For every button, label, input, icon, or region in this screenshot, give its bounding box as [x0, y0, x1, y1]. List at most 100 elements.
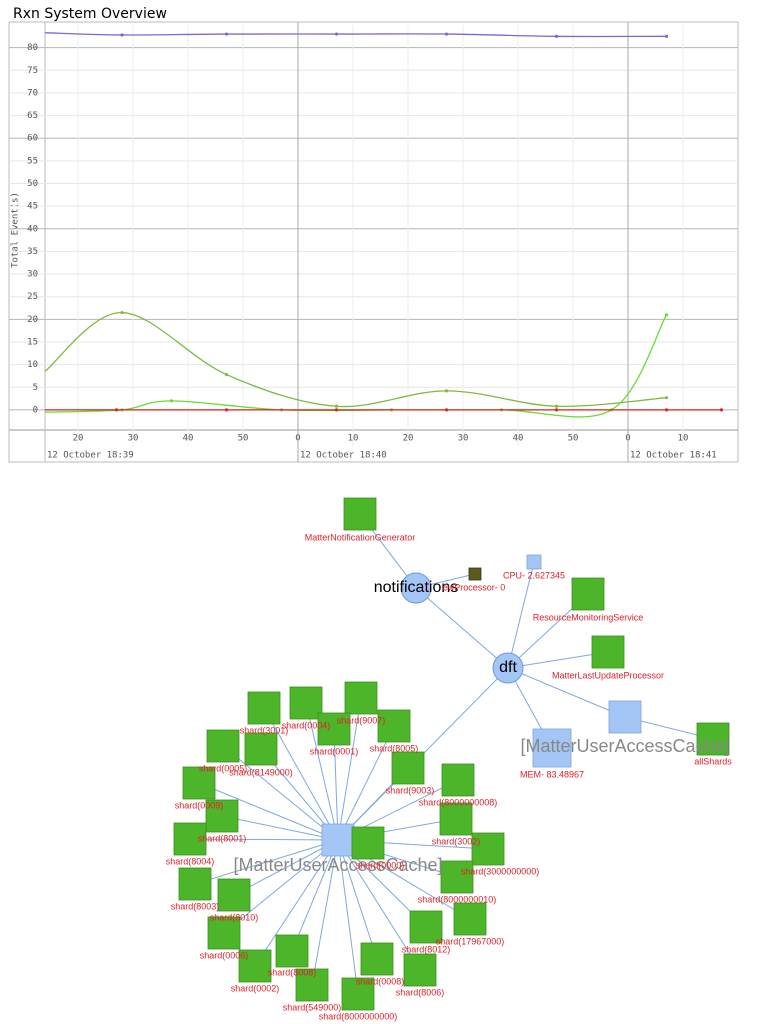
- data-point: [664, 313, 669, 317]
- node-label: shard(8000000000): [319, 1011, 398, 1021]
- y-tick-label: 70: [27, 88, 38, 98]
- data-point: [224, 408, 229, 412]
- node-label: shard(3000000000): [461, 866, 540, 876]
- y-tick-label: 5: [33, 383, 38, 393]
- node-label: shard(3002): [432, 836, 481, 846]
- graph-hub: [492, 652, 524, 684]
- graph-node: [344, 681, 378, 715]
- node-label: MatterLastUpdateProcessor: [552, 670, 664, 680]
- graph-node: [696, 722, 730, 756]
- graph-edge: [198, 782, 339, 841]
- node-label: shard(0004): [282, 720, 331, 730]
- node-label: shard(8003): [171, 901, 220, 911]
- x-tick-label: 20: [403, 434, 414, 444]
- node-label: shard(8006): [396, 987, 445, 997]
- data-point: [444, 389, 449, 393]
- graph-edge: [222, 745, 339, 841]
- x-tick-label: 40: [513, 434, 524, 444]
- node-label: shard(8010): [210, 912, 259, 922]
- node-label: shard(8000000010): [418, 894, 497, 904]
- graph-node: [391, 751, 425, 785]
- data-point: [444, 408, 449, 412]
- y-tick-label: 80: [27, 43, 38, 53]
- y-tick-label: 30: [27, 270, 38, 280]
- data-point: [554, 404, 559, 408]
- y-tick-label: 20: [27, 315, 38, 325]
- graph-node: [217, 878, 251, 912]
- x-tick-label: 50: [238, 434, 249, 444]
- graph-edge: [194, 839, 339, 885]
- graph-edge: [337, 725, 395, 841]
- x-date-label: 12 October 18:40: [300, 451, 387, 461]
- data-point: [120, 310, 124, 315]
- graph-edge: [189, 838, 339, 841]
- graph-node: [526, 554, 542, 570]
- node-label: shard(8004): [166, 856, 215, 866]
- x-date-label: 12 October 18:41: [630, 451, 717, 461]
- data-point: [334, 404, 339, 408]
- chart-frame: [8, 21, 739, 463]
- node-label: shard(0008): [356, 976, 405, 986]
- chart-title: Rxn System Overview: [13, 6, 167, 22]
- y-tick-label: 10: [27, 360, 38, 370]
- network-graph: notifications dft MatterNotificationGenera…: [166, 497, 732, 1021]
- graph-node: [468, 567, 482, 581]
- node-label: allShards: [694, 756, 732, 766]
- data-point: [664, 408, 669, 412]
- y-tick-label: 75: [27, 66, 38, 76]
- graph-edge: [223, 839, 339, 934]
- node-label: ewProcessor- 0: [443, 582, 506, 592]
- x-tick-label: 30: [458, 434, 469, 444]
- graph-edge: [305, 702, 339, 841]
- node-label: shard(8012): [402, 944, 451, 954]
- graph-node: [409, 910, 443, 944]
- graph-node: [591, 635, 625, 669]
- node-label: shard(0000): [356, 860, 405, 870]
- y-tick-label: 65: [27, 111, 38, 121]
- y-tick-label: 60: [27, 134, 38, 144]
- x-tick-label: 30: [128, 434, 139, 444]
- node-label: dft: [499, 659, 517, 676]
- graph-node: [295, 968, 329, 1002]
- node-label: shard(9003): [386, 785, 435, 795]
- graph-node: [244, 732, 278, 766]
- graph-edge: [233, 839, 339, 896]
- graph-node: [608, 700, 642, 734]
- graph-edge: [291, 839, 339, 952]
- x-tick-label: 10: [678, 434, 689, 444]
- graph-edge: [337, 839, 378, 960]
- data-point: [224, 32, 229, 36]
- data-point: [334, 32, 339, 36]
- graph-edge: [263, 707, 339, 841]
- graph-edge: [221, 815, 339, 841]
- node-label: shard(0002): [231, 983, 280, 993]
- graph-node: [351, 826, 385, 860]
- y-axis-label: Total Event(s): [11, 192, 21, 268]
- graph-node: [532, 728, 572, 768]
- graph-edge: [507, 561, 535, 669]
- graph-edge: [337, 697, 362, 841]
- data-point: [224, 372, 229, 377]
- y-tick-label: 45: [27, 202, 38, 212]
- node-label: shard(8001): [198, 833, 247, 843]
- data-point: [444, 32, 449, 36]
- graph-edge: [507, 667, 626, 718]
- node-label: shard(8000000008): [419, 797, 498, 807]
- graph-node: [360, 942, 394, 976]
- graph-node: [377, 709, 411, 743]
- graph-edge: [507, 651, 609, 669]
- x-tick-label: 50: [568, 434, 579, 444]
- x-tick-label: 10: [348, 434, 359, 444]
- graph-node: [441, 763, 475, 797]
- node-label: shard(549000): [283, 1002, 342, 1012]
- graph-node: [275, 934, 309, 968]
- graph-node: [247, 691, 281, 725]
- node-label: [MatterUserAccessCache]: [520, 736, 729, 756]
- node-label: notifications: [374, 579, 459, 596]
- data-point: [114, 408, 119, 412]
- y-tick-label: 40: [27, 224, 38, 234]
- x-date-label: 12 October 18:39: [47, 451, 134, 461]
- y-tick-label: 15: [27, 337, 38, 347]
